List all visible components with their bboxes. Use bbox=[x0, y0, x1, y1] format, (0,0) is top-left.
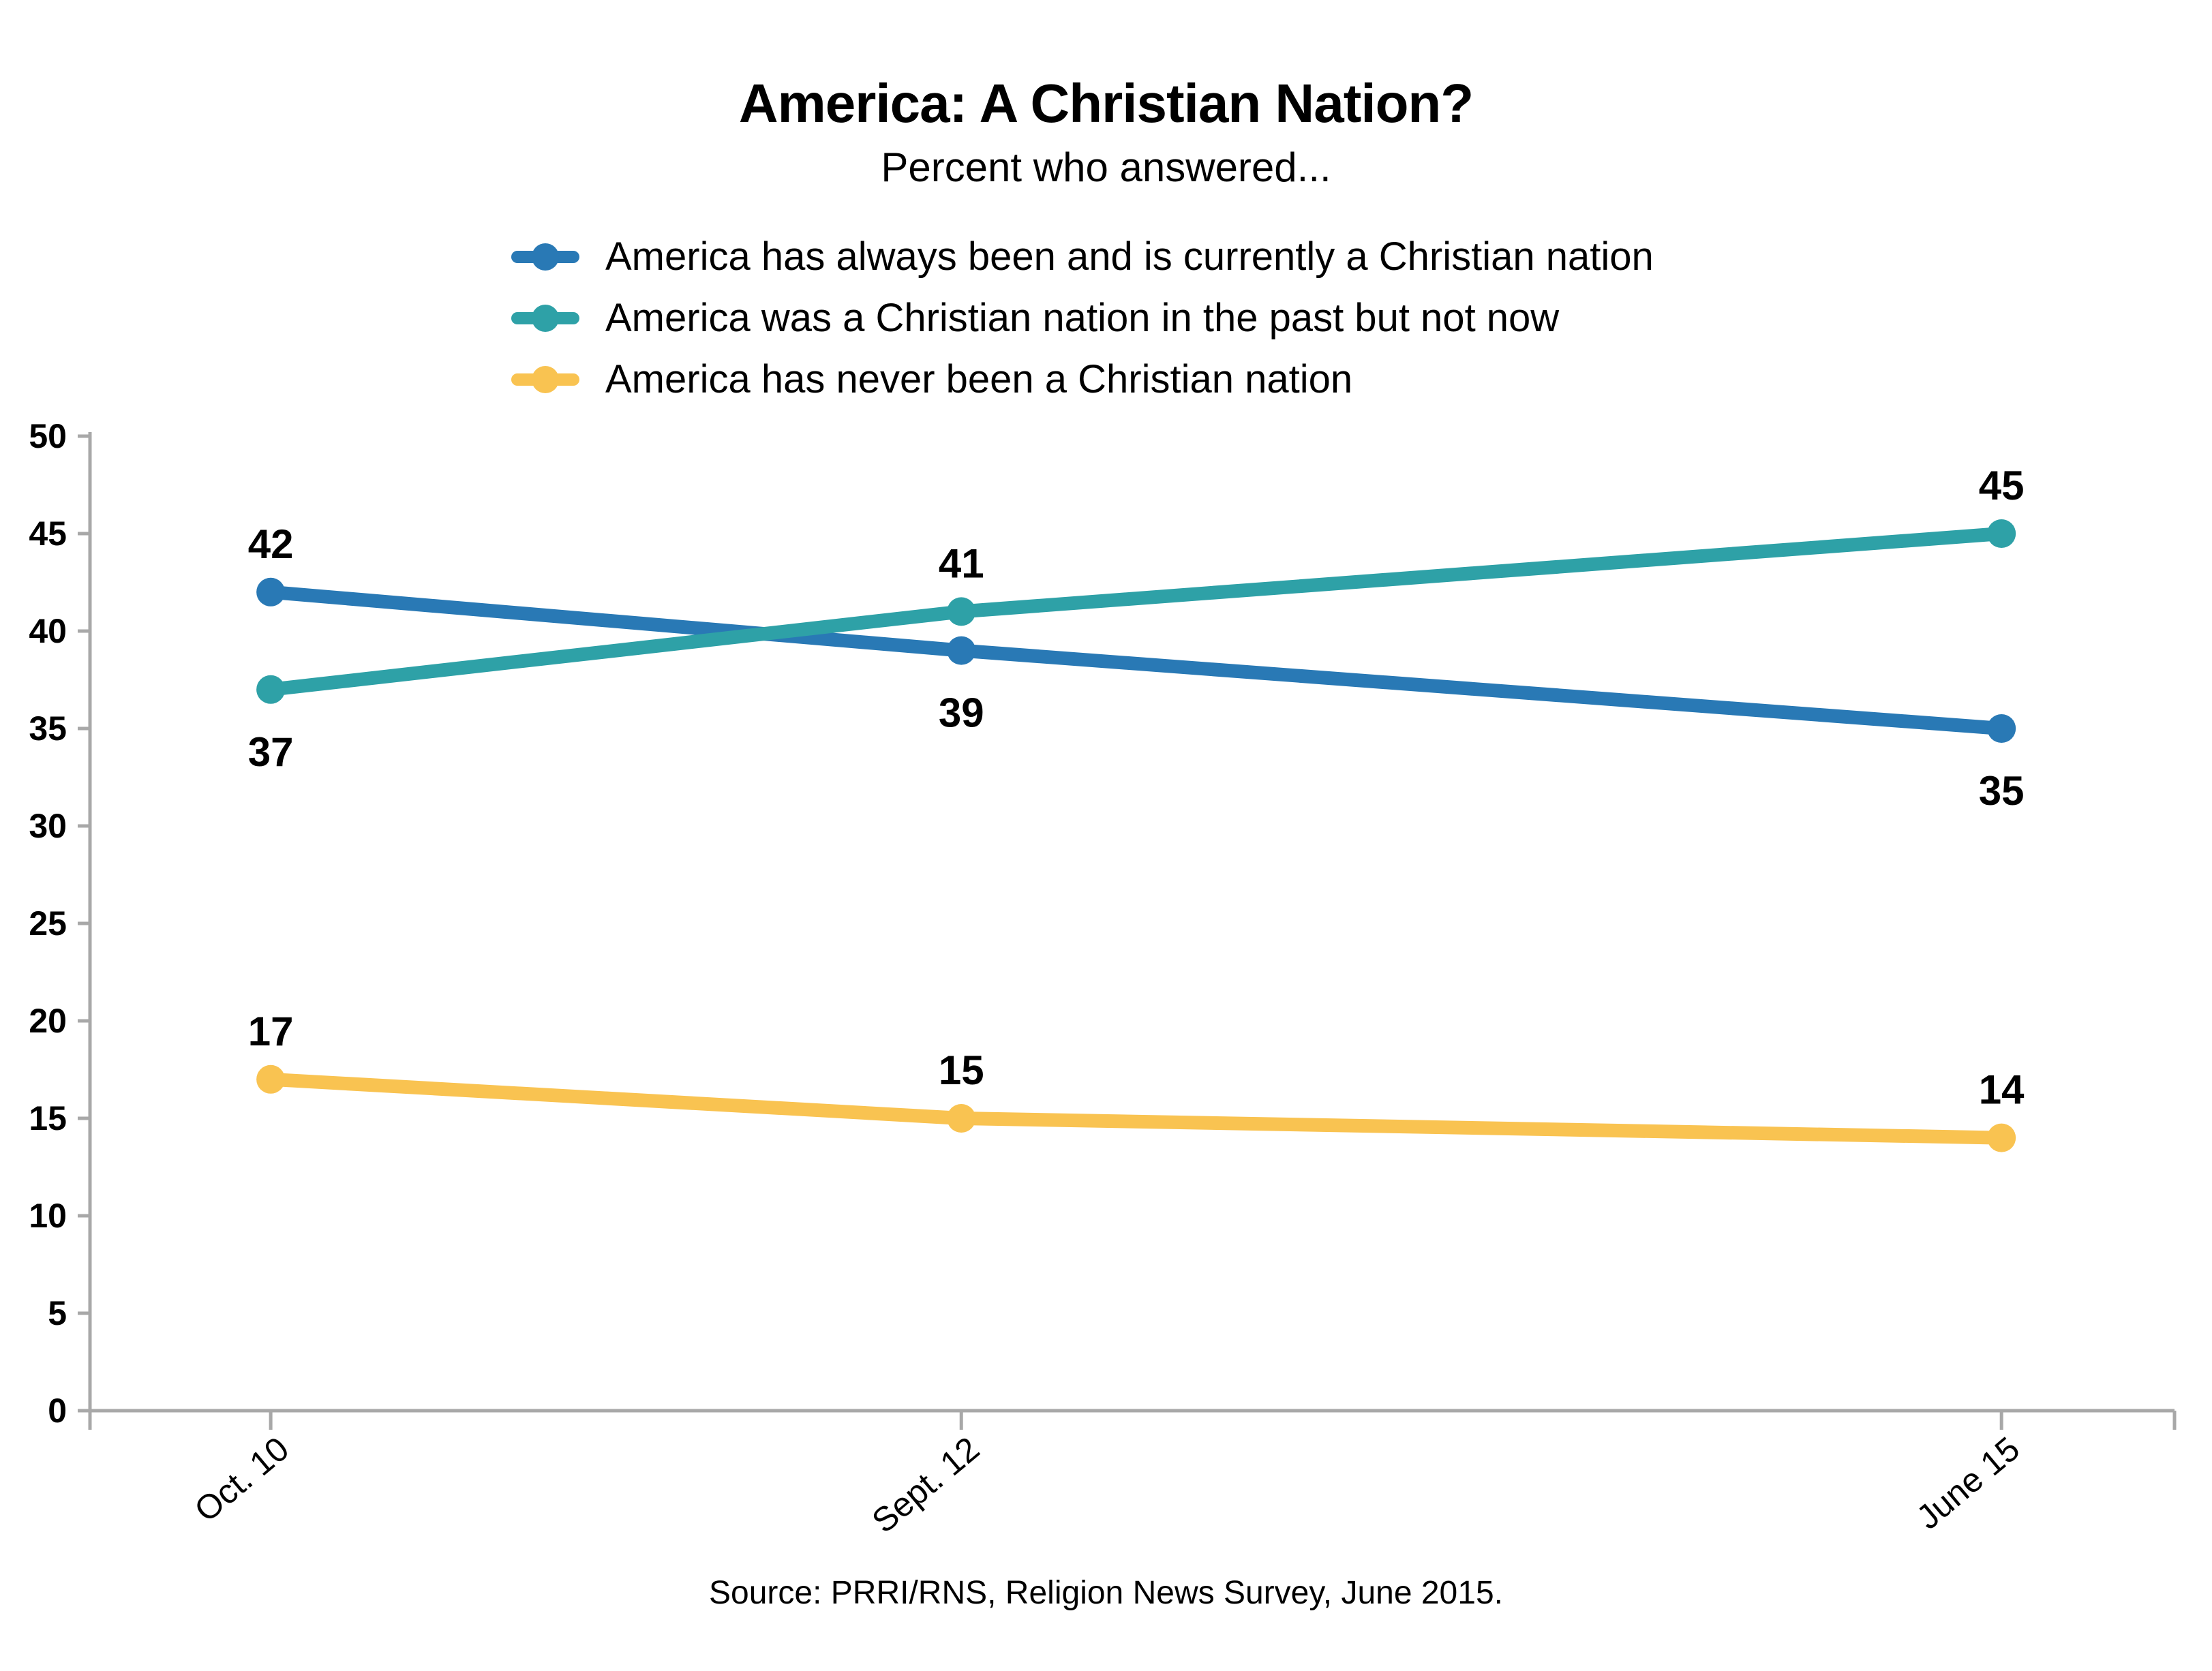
legend-label: America was a Christian nation in the pa… bbox=[605, 296, 1560, 340]
y-tick-label: 40 bbox=[29, 612, 67, 650]
y-tick-label: 35 bbox=[29, 709, 67, 748]
x-category-label: Sept. 12 bbox=[865, 1430, 987, 1541]
chart-title: America: A Christian Nation? bbox=[738, 73, 1474, 134]
y-tick-label: 0 bbox=[48, 1392, 67, 1430]
data-point-label: 42 bbox=[248, 521, 294, 567]
legend-marker-dot bbox=[532, 243, 559, 271]
data-point-label: 35 bbox=[1979, 768, 2025, 814]
data-point-label: 14 bbox=[1979, 1067, 2025, 1113]
legend-marker-line-dot-icon bbox=[511, 297, 579, 339]
legend-item-2: America has never been a Christian natio… bbox=[511, 349, 1654, 410]
data-point bbox=[256, 577, 286, 607]
data-point-label: 45 bbox=[1979, 463, 2025, 508]
data-point bbox=[947, 636, 976, 665]
y-tick-label: 10 bbox=[29, 1197, 67, 1235]
chart-subtitle: Percent who answered... bbox=[881, 144, 1331, 190]
y-tick-label: 45 bbox=[29, 515, 67, 553]
data-point bbox=[1987, 1123, 2016, 1152]
legend-marker-line-dot-icon bbox=[511, 358, 579, 401]
x-category-label: Oct. 10 bbox=[187, 1430, 296, 1530]
y-tick-label: 15 bbox=[29, 1099, 67, 1137]
legend-item-0: America has always been and is currently… bbox=[511, 226, 1654, 288]
legend-item-1: America was a Christian nation in the pa… bbox=[511, 288, 1654, 349]
data-point-label: 39 bbox=[939, 690, 984, 736]
legend: America has always been and is currently… bbox=[511, 226, 1654, 410]
y-tick-label: 5 bbox=[48, 1294, 67, 1332]
data-point-label: 17 bbox=[248, 1009, 294, 1054]
series-line-2 bbox=[264, 1072, 2009, 1145]
data-point bbox=[947, 1104, 976, 1133]
legend-label: America has always been and is currently… bbox=[605, 234, 1654, 279]
data-point bbox=[1987, 714, 2016, 743]
legend-marker-dot bbox=[532, 305, 559, 332]
data-point bbox=[1987, 519, 2016, 548]
y-tick-label: 25 bbox=[29, 904, 67, 942]
y-tick-label: 20 bbox=[29, 1002, 67, 1040]
y-tick-label: 30 bbox=[29, 807, 67, 845]
legend-marker-dot bbox=[532, 366, 559, 393]
legend-label: America has never been a Christian natio… bbox=[605, 357, 1353, 401]
data-point-label: 37 bbox=[248, 729, 294, 775]
legend-marker-line-dot-icon bbox=[511, 236, 579, 278]
data-point-label: 15 bbox=[939, 1047, 984, 1093]
data-point-label: 41 bbox=[939, 540, 984, 586]
data-point bbox=[947, 597, 976, 626]
source-note: Source: PRRI/RNS, Religion News Survey, … bbox=[709, 1575, 1503, 1611]
data-point bbox=[256, 675, 286, 704]
data-point bbox=[256, 1064, 286, 1094]
x-category-label: June 15 bbox=[1909, 1430, 2027, 1537]
y-tick-label: 50 bbox=[29, 417, 67, 455]
